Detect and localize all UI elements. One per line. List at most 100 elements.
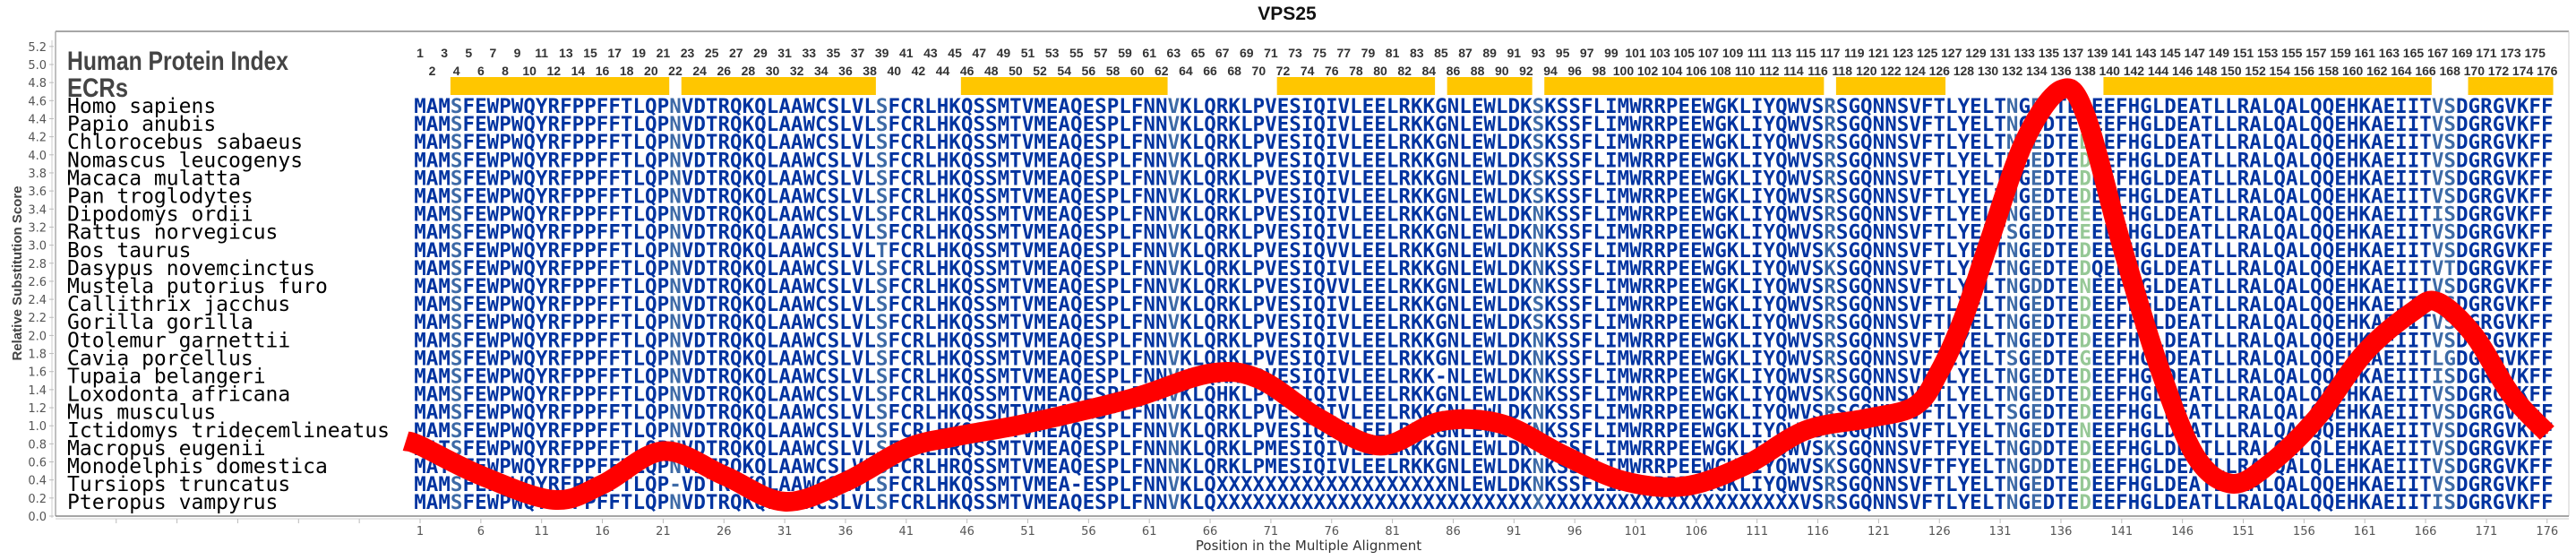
position-number: 32 (790, 64, 804, 78)
residue: T (2201, 95, 2213, 118)
residue: V (682, 491, 694, 514)
residue: K (1520, 113, 1533, 136)
residue: S (1812, 131, 1825, 154)
residue: V (682, 113, 694, 136)
residue: F (888, 491, 900, 514)
residue: N (669, 491, 682, 514)
residue: F (2529, 131, 2541, 154)
residue: T (1009, 113, 1022, 136)
residue: R (913, 149, 925, 172)
residue: P (1253, 149, 1266, 172)
residue: X (1508, 491, 1521, 514)
score-point (1804, 429, 1807, 432)
residue: L (1192, 491, 1205, 514)
residue: L (2262, 131, 2274, 154)
residue: F (1131, 149, 1144, 172)
residue: F (560, 95, 572, 118)
residue: V (1265, 113, 1277, 136)
residue: G (2493, 131, 2505, 154)
residue: X (1387, 491, 1399, 514)
residue: E (1083, 149, 1095, 172)
y-tick-label: 3.6 (28, 185, 47, 199)
position-number: 164 (2391, 64, 2412, 78)
residue: T (1933, 491, 1945, 514)
residue: I (1605, 149, 1618, 172)
position-number: 148 (2196, 64, 2218, 78)
residue: K (1423, 149, 1436, 172)
residue: G (1714, 131, 1727, 154)
position-number: 18 (620, 64, 634, 78)
residue: G (1848, 491, 1860, 514)
x-tick-label: 26 (717, 525, 732, 538)
residue: R (913, 113, 925, 136)
x-tick-label: 121 (1868, 525, 1890, 538)
residue: K (1411, 149, 1423, 172)
residue: C (815, 131, 828, 154)
residue: Q (1070, 491, 1083, 514)
residue: S (1568, 149, 1581, 172)
y-tick-label: 0.4 (28, 475, 47, 488)
position-number: 112 (1759, 64, 1780, 78)
residue: C (815, 95, 828, 118)
residue: L (1739, 95, 1751, 118)
residue: V (1338, 131, 1351, 154)
residue: C (900, 149, 913, 172)
residue: X (1618, 491, 1630, 514)
residue: L (924, 113, 937, 136)
residue: K (1228, 149, 1241, 172)
residue: D (1508, 149, 1521, 172)
position-number: 48 (984, 64, 999, 78)
residue: L (632, 95, 645, 118)
score-point (1622, 479, 1625, 482)
plot-frame (51, 30, 2570, 520)
position-number: 167 (2427, 46, 2449, 60)
residue: L (767, 149, 779, 172)
position-number: 79 (1361, 46, 1376, 60)
residue: E (2067, 131, 2080, 154)
residue: F (1131, 131, 1144, 154)
position-number: 21 (657, 46, 671, 60)
residue: L (1192, 113, 1205, 136)
residue: D (2043, 149, 2056, 172)
residue: X (1362, 491, 1375, 514)
residue: Q (754, 131, 767, 154)
residue: V (1168, 131, 1181, 154)
residue: I (2395, 95, 2408, 118)
residue: F (1921, 491, 1934, 514)
residue: E (1046, 95, 1059, 118)
residue: I (1751, 131, 1764, 154)
residue: M (998, 95, 1010, 118)
position-number: 81 (1386, 46, 1400, 60)
residue: P (1107, 95, 1120, 118)
position-number: 38 (863, 64, 877, 78)
residue: L (2298, 95, 2311, 118)
residue: Q (2310, 491, 2323, 514)
residue: F (2541, 131, 2554, 154)
residue: V (1265, 95, 1277, 118)
residue: E (1970, 113, 1982, 136)
residue: S (1568, 95, 1581, 118)
position-number: 143 (2135, 46, 2157, 60)
position-index-row: 1234567891011121314151617181920212223242… (416, 46, 2558, 78)
residue: D (2456, 491, 2469, 514)
residue: S (973, 491, 985, 514)
residue: A (2286, 95, 2298, 118)
residue: P (572, 113, 585, 136)
residue: E (2334, 113, 2347, 136)
y-tick-label: 1.6 (28, 366, 47, 380)
residue: E (1679, 95, 1691, 118)
residue: E (1374, 131, 1387, 154)
x-tick-label: 56 (1081, 525, 1096, 538)
residue: I (2408, 95, 2420, 118)
residue: I (1605, 95, 1618, 118)
residue: F (2116, 95, 2128, 118)
residue: S (451, 113, 463, 136)
residue: Q (1070, 113, 1083, 136)
position-number: 58 (1106, 64, 1121, 78)
x-tick-label: 151 (2232, 525, 2254, 538)
residue: K (1727, 131, 1739, 154)
residue: N (1447, 95, 1460, 118)
residue: N (1447, 149, 1460, 172)
x-tick-label: 146 (2171, 525, 2194, 538)
